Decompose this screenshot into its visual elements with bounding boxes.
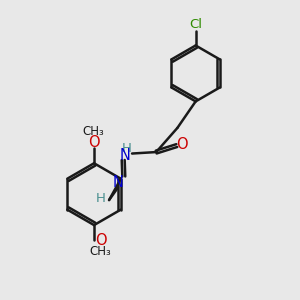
Text: H: H bbox=[122, 142, 132, 155]
Text: N: N bbox=[120, 148, 131, 164]
Text: CH₃: CH₃ bbox=[90, 245, 111, 258]
Text: CH₃: CH₃ bbox=[82, 125, 104, 138]
Text: O: O bbox=[95, 233, 106, 248]
Text: N: N bbox=[112, 176, 123, 190]
Text: O: O bbox=[176, 137, 188, 152]
Text: Cl: Cl bbox=[190, 18, 203, 31]
Text: O: O bbox=[88, 134, 99, 149]
Text: H: H bbox=[95, 192, 105, 205]
